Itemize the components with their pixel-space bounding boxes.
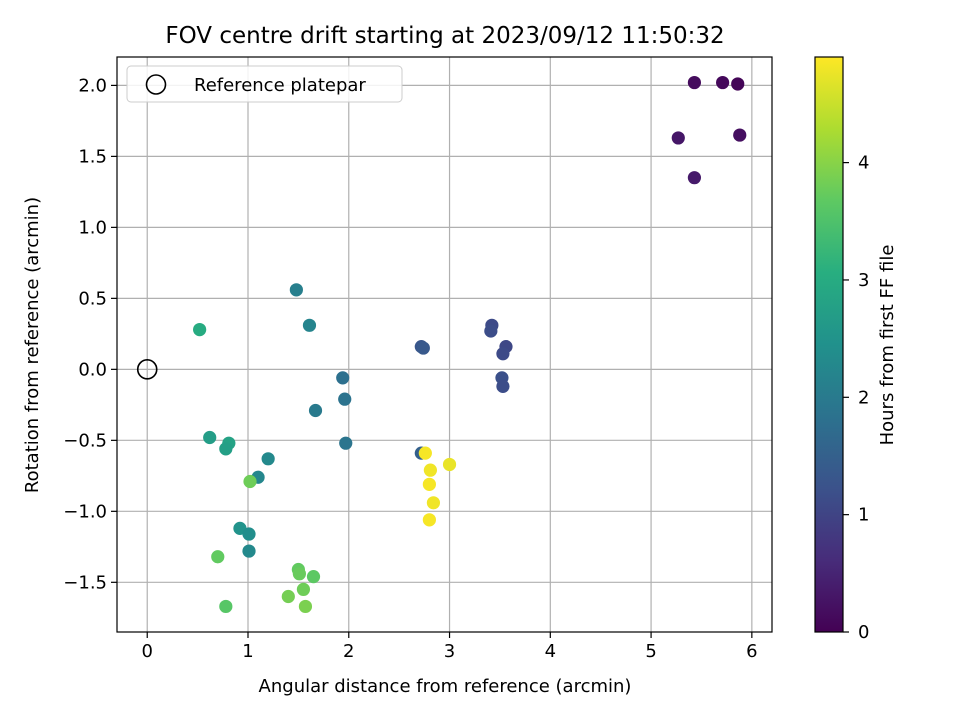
axis-ticks: 0 1 2 3 4 5 6 −1.5 −1.0 −0.5 0.0 0.5 1.0 1.5 2.0 — [63, 75, 757, 662]
data-point — [484, 324, 498, 338]
data-point — [422, 477, 436, 491]
data-point — [261, 452, 275, 466]
data-point — [306, 570, 321, 584]
x-axis-label: Angular distance from reference (arcmin) — [259, 676, 632, 697]
y-tick-label: 2.0 — [78, 75, 107, 96]
y-tick-label: −1.5 — [63, 572, 107, 593]
data-point — [733, 128, 747, 142]
legend-marker-open-circle — [145, 74, 167, 95]
colorbar-gradient — [814, 56, 844, 633]
colorbar-tick-label: 1 — [858, 505, 869, 526]
colorbar-tick-label: 3 — [858, 270, 869, 291]
data-point — [423, 463, 437, 477]
data-point — [496, 347, 510, 361]
x-tick-label: 6 — [746, 641, 757, 662]
legend: Reference platepar — [126, 65, 403, 103]
colorbar-tick-label: 4 — [858, 153, 869, 174]
grid — [117, 57, 772, 632]
colorbar-tick-label: 0 — [858, 622, 869, 643]
colorbar-tick-label: 2 — [858, 387, 869, 408]
data-point — [296, 582, 311, 597]
y-tick-label: 1.0 — [78, 217, 107, 238]
data-point — [336, 371, 350, 385]
data-point — [243, 474, 257, 489]
y-axis-label: Rotation from reference (arcmin) — [22, 197, 43, 493]
legend-box — [126, 65, 403, 103]
legend-label: Reference platepar — [194, 75, 366, 96]
colorbar-ticks: 0 1 2 3 4 — [843, 153, 869, 643]
y-tick-label: 0.0 — [78, 359, 107, 380]
data-point — [496, 379, 510, 393]
data-point — [731, 77, 745, 91]
data-point — [203, 430, 217, 445]
data-point — [338, 392, 352, 406]
data-point — [211, 550, 225, 564]
data-point — [298, 599, 313, 614]
x-tick-label: 3 — [444, 641, 455, 662]
data-point — [281, 589, 295, 604]
data-points — [193, 75, 747, 614]
data-point — [193, 322, 207, 337]
data-point — [339, 436, 353, 450]
x-tick-label: 5 — [645, 641, 656, 662]
data-point — [308, 403, 323, 418]
x-tick-label: 1 — [242, 641, 253, 662]
data-point — [242, 527, 256, 541]
data-point — [671, 131, 685, 145]
y-tick-label: −0.5 — [63, 430, 107, 451]
data-point — [302, 318, 317, 332]
data-point — [289, 283, 303, 297]
chart-title: FOV centre drift starting at 2023/09/12 … — [165, 23, 724, 49]
y-tick-label: −1.0 — [63, 501, 107, 522]
data-point — [416, 341, 430, 355]
data-point — [422, 513, 436, 527]
y-tick-label: 0.5 — [78, 288, 107, 309]
x-tick-label: 2 — [343, 641, 354, 662]
data-point — [442, 457, 457, 472]
x-tick-label: 4 — [545, 641, 556, 662]
plot-area-frame — [116, 56, 773, 633]
data-point — [219, 442, 233, 456]
data-point — [219, 599, 233, 614]
data-point — [716, 75, 730, 90]
data-point — [292, 567, 306, 581]
colorbar-label: Hours from first FF file — [877, 245, 898, 446]
data-point — [242, 544, 256, 558]
data-point — [687, 171, 702, 185]
y-tick-label: 1.5 — [78, 146, 107, 167]
data-point — [426, 496, 441, 510]
data-point — [687, 75, 702, 90]
x-tick-label: 0 — [142, 641, 153, 662]
reference-platepar-marker — [136, 359, 158, 380]
colorbar: 0 1 2 3 4 Hours from first FF file — [814, 56, 898, 643]
data-point — [418, 446, 432, 460]
